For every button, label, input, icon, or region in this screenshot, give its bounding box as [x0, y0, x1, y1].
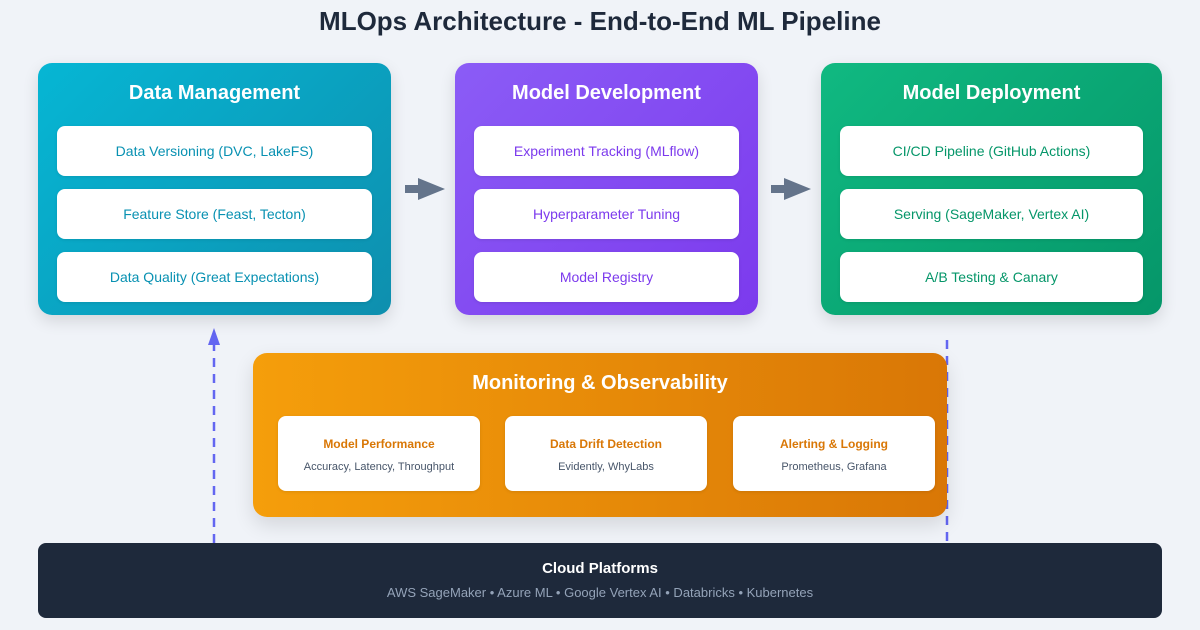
monitoring-card: Alerting & Logging Prometheus, Grafana	[733, 416, 935, 491]
stage-item: Model Registry	[474, 252, 739, 302]
stage-item: A/B Testing & Canary	[840, 252, 1143, 302]
card-title: Data Drift Detection	[549, 437, 662, 451]
stage-item: Data Quality (Great Expectations)	[57, 252, 372, 302]
cloud-title: Cloud Platforms	[542, 560, 658, 577]
cloud-subtitle: AWS SageMaker • Azure ML • Google Vertex…	[386, 585, 814, 600]
stage-title: Model Deployment	[902, 82, 1081, 104]
card-title: Alerting & Logging	[780, 437, 888, 451]
stage-title: Model Development	[512, 82, 701, 104]
stage-item: Hyperparameter Tuning	[474, 189, 739, 239]
cloud-platforms-bar: Cloud Platforms AWS SageMaker • Azure ML…	[38, 543, 1162, 618]
card-subtitle: Prometheus, Grafana	[781, 461, 887, 473]
stage-item: Feature Store (Feast, Tecton)	[57, 189, 372, 239]
stage-title: Data Management	[128, 82, 301, 104]
stage-model-deployment: Model Deployment CI/CD Pipeline (GitHub …	[821, 63, 1162, 315]
card-title: Model Performance	[323, 437, 435, 451]
card-subtitle: Accuracy, Latency, Throughput	[303, 461, 455, 473]
diagram-title: MLOps Architecture - End-to-End ML Pipel…	[319, 6, 881, 36]
stage-model-development: Model Development Experiment Tracking (M…	[455, 63, 758, 315]
stage-item: CI/CD Pipeline (GitHub Actions)	[840, 126, 1143, 176]
arrow-dev-to-deploy	[771, 178, 811, 200]
arrow-data-to-dev	[405, 178, 445, 200]
monitoring-card: Model Performance Accuracy, Latency, Thr…	[278, 416, 480, 491]
monitoring-card: Data Drift Detection Evidently, WhyLabs	[505, 416, 707, 491]
stage-item: Experiment Tracking (MLflow)	[474, 126, 739, 176]
monitoring-title: Monitoring & Observability	[472, 372, 728, 394]
monitoring-panel: Monitoring & Observability Model Perform…	[253, 353, 947, 517]
stage-item: Data Versioning (DVC, LakeFS)	[57, 126, 372, 176]
stage-item: Serving (SageMaker, Vertex AI)	[840, 189, 1143, 239]
card-subtitle: Evidently, WhyLabs	[558, 461, 654, 473]
feedback-arrowhead-icon	[208, 328, 220, 345]
stage-data-management: Data Management Data Versioning (DVC, La…	[38, 63, 391, 315]
